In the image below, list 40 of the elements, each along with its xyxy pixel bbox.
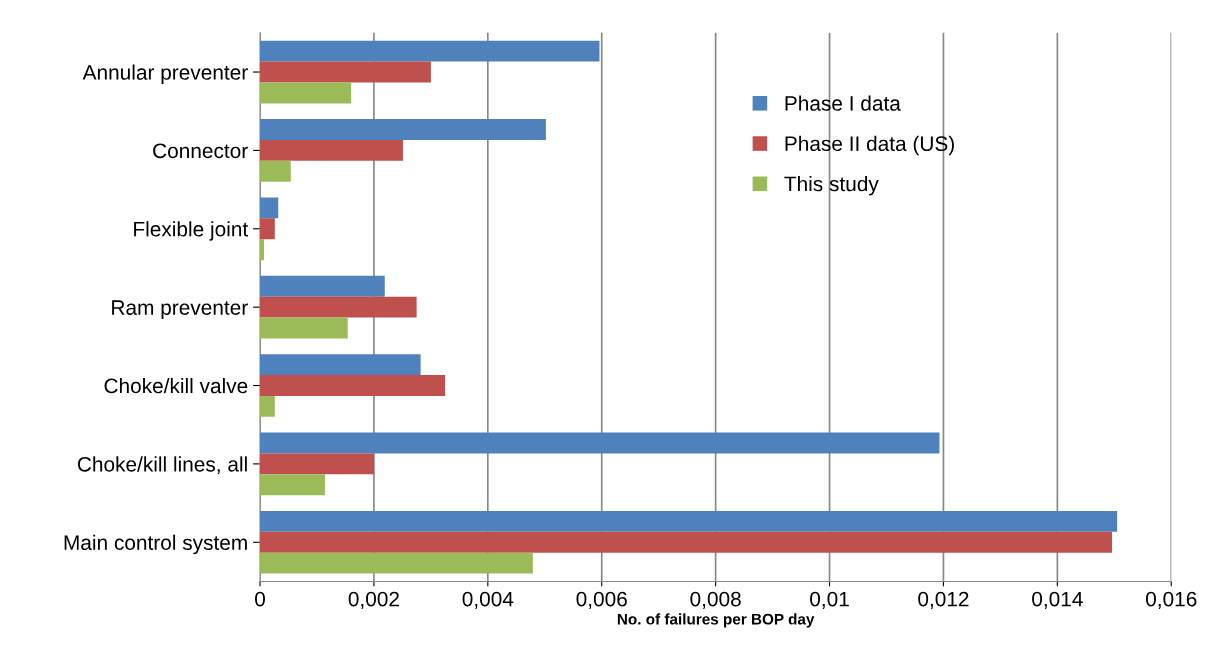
legend-label: Phase I data [785,95,901,111]
x-tick-label: 0,016 [1146,591,1197,609]
x-tick-label: 0,014 [1032,591,1083,609]
x-tick-label: 0,008 [690,591,741,609]
x-tick-label: 0 [255,591,265,607]
bar [260,275,385,297]
bar [260,82,352,104]
y-tick-label: Choke/kill lines, all [77,456,247,475]
y-tick-label: Main control system [64,534,247,555]
bar [260,552,533,574]
bar [260,375,446,396]
y-tick-label: Connector [153,143,248,159]
legend-label: This study [784,176,879,196]
bar [260,354,421,376]
x-tick-label: 0,012 [918,591,969,609]
bar [260,61,431,83]
bar [260,139,403,161]
bar [260,432,940,454]
bar [260,453,374,475]
x-tick-label: 0,004 [462,591,514,609]
bar [260,296,417,318]
x-tick-label: 0,01 [810,591,849,609]
bar [260,119,546,140]
bar [260,218,275,240]
bar [260,510,1118,532]
x-tick-label: 0,002 [348,591,399,609]
y-tick-label: Annular preventer [82,64,248,84]
bar [260,160,291,182]
legend-label: Phase II data (US) [785,135,954,156]
bar [260,317,348,339]
bar [260,40,600,62]
bar [260,531,1113,553]
bar [260,474,325,496]
x-tick-label: 0,006 [576,591,627,609]
bar [260,197,279,219]
x-axis-title: No. of failures per BOP day [617,613,815,628]
y-tick-label: Ram preventer [112,300,248,320]
y-tick-label: Choke/kill valve [104,377,248,394]
bar [260,395,275,417]
y-tick-label: Flexible joint [134,221,249,241]
